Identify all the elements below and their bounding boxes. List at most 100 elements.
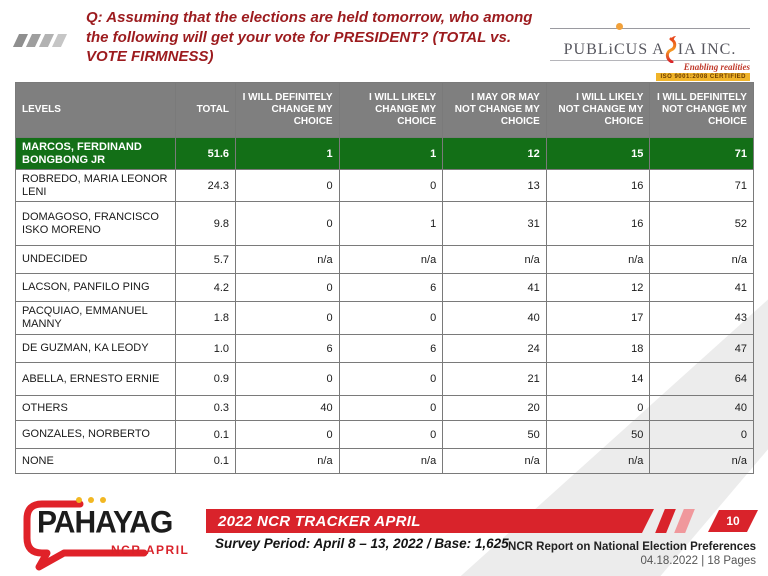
decorative-slashes-footer <box>655 509 695 533</box>
cell-value: n/a <box>338 448 444 474</box>
cell-value: n/a <box>442 448 547 474</box>
publicus-name-left: PUBLiCUS A <box>563 41 665 58</box>
column-header: I WILL DEFINITELY CHANGE MY CHOICE <box>235 82 340 138</box>
cell-value: 0 <box>338 395 444 421</box>
cell-candidate: MARCOS, FERDINAND BONGBONG JR <box>15 137 176 170</box>
cell-value: 0 <box>338 420 444 449</box>
cell-value: 6 <box>235 334 340 363</box>
report-title: NCR Report on National Election Preferen… <box>508 541 756 553</box>
cell-total: 4.2 <box>175 273 236 302</box>
pahayag-logo: PAHAYAG NCR APRIL <box>12 494 210 574</box>
cell-total: 51.6 <box>175 137 236 170</box>
publicus-tagline: Enabling realities <box>683 62 750 72</box>
cell-value: 0 <box>235 201 340 246</box>
cell-value: 50 <box>545 420 651 449</box>
logo-dot-icon <box>616 23 623 30</box>
cell-value: n/a <box>545 448 651 474</box>
column-header-levels: LEVELS <box>15 82 176 138</box>
table-row: NONE 0.1 n/a n/a n/a n/a n/a <box>15 448 754 474</box>
cell-candidate: GONZALES, NORBERTO <box>15 420 176 449</box>
cell-value: 18 <box>545 334 651 363</box>
table-header-row: LEVELS TOTAL I WILL DEFINITELY CHANGE MY C… <box>15 82 754 138</box>
cell-value: 31 <box>442 201 547 246</box>
cell-value: 0 <box>235 273 340 302</box>
cell-candidate: LACSON, PANFILO PING <box>15 273 176 302</box>
cell-value: 0 <box>545 395 651 421</box>
cell-value: 6 <box>338 273 444 302</box>
cell-value: 0 <box>235 301 340 335</box>
column-header: TOTAL <box>175 82 236 138</box>
column-header: I WILL LIKELY NOT CHANGE MY CHOICE <box>545 82 651 138</box>
cell-value: n/a <box>442 245 547 274</box>
dragon-flame-icon <box>665 36 677 63</box>
report-info: NCR Report on National Election Preferen… <box>508 540 756 569</box>
cell-value: 0 <box>235 169 340 202</box>
cell-value: n/a <box>649 245 754 274</box>
table-row: MARCOS, FERDINAND BONGBONG JR 51.6 1 1 12 15 7… <box>15 137 754 170</box>
table-row: LACSON, PANFILO PING 4.2 0 6 41 12 41 <box>15 273 754 302</box>
logo-rule-bottom <box>550 60 750 61</box>
cell-value: 0 <box>338 362 444 396</box>
cell-value: 0 <box>235 362 340 396</box>
cell-value: 15 <box>545 137 651 170</box>
cell-value: 0 <box>235 420 340 449</box>
cell-total: 0.1 <box>175 448 236 474</box>
column-header: I WILL DEFINITELY NOT CHANGE MY CHOICE <box>649 82 754 138</box>
pahayag-dots-icon <box>76 497 106 503</box>
cell-candidate: UNDECIDED <box>15 245 176 274</box>
pahayag-wordmark: PAHAYAG <box>37 505 173 540</box>
cell-value: 0 <box>338 169 444 202</box>
cell-candidate: DOMAGOSO, FRANCISCO ISKO MORENO <box>15 201 176 246</box>
cell-total: 5.7 <box>175 245 236 274</box>
table-row: OTHERS 0.3 40 0 20 0 40 <box>15 395 754 421</box>
cell-value: 47 <box>649 334 754 363</box>
cell-value: 43 <box>649 301 754 335</box>
decorative-slashes-top <box>12 34 68 47</box>
pahayag-sub-label: NCR APRIL <box>111 543 190 557</box>
cell-value: 24 <box>442 334 547 363</box>
cell-total: 0.3 <box>175 395 236 421</box>
table-row: DE GUZMAN, KA LEODY 1.0 6 6 24 18 47 <box>15 334 754 363</box>
cell-value: n/a <box>235 448 340 474</box>
cell-value: 20 <box>442 395 547 421</box>
table-row: DOMAGOSO, FRANCISCO ISKO MORENO 9.8 0 1 31 16… <box>15 201 754 246</box>
cell-value: 12 <box>442 137 547 170</box>
logo-rule-top <box>550 23 750 30</box>
report-date-pages: 04.18.2022 | 18 Pages <box>640 555 756 568</box>
publicus-asia-logo: PUBLiCUS A IA INC. Enabling realities IS… <box>550 4 750 81</box>
cell-value: 17 <box>545 301 651 335</box>
cell-value: 0 <box>338 301 444 335</box>
table-body: MARCOS, FERDINAND BONGBONG JR 51.6 1 1 12 15 7… <box>15 137 754 474</box>
cell-value: 0 <box>649 420 754 449</box>
cell-total: 0.9 <box>175 362 236 396</box>
cell-value: n/a <box>338 245 444 274</box>
column-header: I MAY OR MAY NOT CHANGE MY CHOICE <box>442 82 547 138</box>
tracker-banner: 2022 NCR TRACKER APRIL <box>206 509 654 533</box>
cell-candidate: ABELLA, ERNESTO ERNIE <box>15 362 176 396</box>
table-row: ROBREDO, MARIA LEONOR LENI 24.3 0 0 13 16 71 <box>15 169 754 202</box>
cell-value: 21 <box>442 362 547 396</box>
cell-value: 1 <box>338 137 444 170</box>
slash-icon <box>51 34 68 47</box>
survey-period-text: Survey Period: April 8 – 13, 2022 / Base… <box>215 536 509 551</box>
cell-value: 40 <box>235 395 340 421</box>
cell-value: 1 <box>338 201 444 246</box>
tracker-banner-title: 2022 NCR TRACKER APRIL <box>218 512 421 530</box>
speech-bubble-icon <box>23 500 148 571</box>
table-row: UNDECIDED 5.7 n/a n/a n/a n/a n/a <box>15 245 754 274</box>
cell-total: 0.1 <box>175 420 236 449</box>
vote-firmness-table: LEVELS TOTAL I WILL DEFINITELY CHANGE MY C… <box>15 82 754 474</box>
cell-value: n/a <box>235 245 340 274</box>
cell-candidate: ROBREDO, MARIA LEONOR LENI <box>15 169 176 202</box>
cell-candidate: DE GUZMAN, KA LEODY <box>15 334 176 363</box>
cell-value: 41 <box>442 273 547 302</box>
table-row: ABELLA, ERNESTO ERNIE 0.9 0 0 21 14 64 <box>15 362 754 396</box>
cell-value: 71 <box>649 169 754 202</box>
publicus-name-right: IA INC. <box>677 41 737 58</box>
cell-candidate: PACQUIAO, EMMANUEL MANNY <box>15 301 176 335</box>
column-header: I WILL LIKELY CHANGE MY CHOICE <box>338 82 444 138</box>
cell-value: n/a <box>545 245 651 274</box>
cell-value: 40 <box>649 395 754 421</box>
publicus-wordmark: PUBLiCUS A IA INC. <box>550 31 750 63</box>
cell-total: 9.8 <box>175 201 236 246</box>
